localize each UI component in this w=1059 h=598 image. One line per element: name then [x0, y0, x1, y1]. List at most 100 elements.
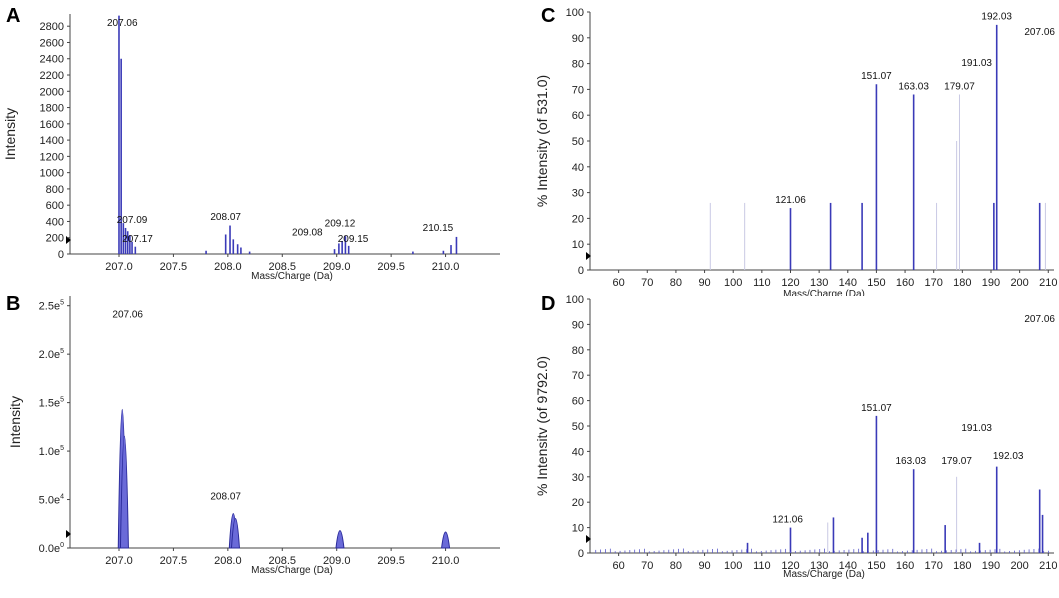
x-tick-label: 210.0	[432, 555, 460, 567]
panel-a: A 0 200 400 600 800 1000 1200 1400 1600 1800 2000 22…	[0, 0, 520, 296]
chart-c: C 0 10 20 30 40 50 60 70 80 90 100 60 70 80 90 100 110 120…	[534, 5, 1057, 300]
y-tick-label: 1000	[40, 168, 64, 180]
peak-label: 208.07	[210, 212, 241, 223]
y-tick-label: 80	[572, 345, 584, 357]
panel-letter: B	[6, 293, 20, 315]
y-tick-label: 80	[572, 59, 584, 71]
x-tick-label: 210.0	[432, 261, 460, 273]
peak-label: 192.03	[993, 451, 1024, 462]
y-tick-label: 2.5e5	[39, 300, 64, 313]
y-tick-label: 200	[46, 233, 64, 245]
x-tick-label: 208.0	[214, 555, 242, 567]
x-tick-label: 207.0	[105, 261, 133, 273]
y-tick-label: 60	[572, 396, 584, 408]
peak-label: 207.06	[1024, 314, 1055, 325]
peak-label: 207.17	[122, 234, 153, 245]
y-tick-label: 2.0e5	[39, 348, 64, 361]
peak-label: 151.07	[861, 71, 892, 82]
y-tick-label: 2200	[40, 70, 64, 82]
y-tick-label: 70	[572, 370, 584, 382]
y-tick-label-base: 1.0e	[39, 446, 60, 458]
y-axis-label: % Intensitv (of 9792.0)	[534, 356, 550, 496]
y-tick-label: 30	[572, 188, 584, 200]
peak-label: 207.06	[112, 309, 143, 320]
y-tick-label: 50	[572, 421, 584, 433]
x-tick-label: 210	[1039, 277, 1057, 289]
peak-label: 207.09	[117, 215, 148, 226]
peak-label: 121.06	[772, 515, 803, 526]
y-tick-label: 1400	[40, 135, 64, 147]
y-axis-label: Intensity	[2, 108, 18, 160]
x-tick-label: 207.5	[160, 261, 188, 273]
spectrum-peak	[119, 435, 129, 549]
x-tick-label: 140	[839, 560, 857, 572]
x-tick-label: 207.0	[105, 555, 133, 567]
x-axis-label: Mass/Charge (Da)	[251, 271, 333, 282]
y-tick-label: 90	[572, 319, 584, 331]
x-tick-label: 60	[613, 277, 625, 289]
x-tick-label: 160	[896, 277, 914, 289]
x-tick-label: 209.0	[323, 261, 351, 273]
y-tick-label: 100	[566, 7, 584, 19]
x-tick-label: 160	[896, 560, 914, 572]
peak-label: 208.07	[210, 492, 241, 503]
y-tick-label-base: 0.0e	[39, 543, 60, 555]
peak-label: 121.06	[775, 195, 806, 206]
peak-label: 209.15	[338, 234, 369, 245]
peak-label: 209.12	[325, 218, 356, 229]
y-tick-label-base: 5.0e	[39, 495, 60, 507]
y-tick-label-exponent: 5	[60, 300, 64, 307]
x-tick-label: 80	[670, 277, 682, 289]
y-tick-label: 20	[572, 497, 584, 509]
y-tick-label: 5.0e4	[39, 494, 64, 507]
x-tick-label: 90	[698, 277, 710, 289]
peak-label: 191.03	[961, 423, 992, 434]
y-tick-label: 10	[572, 239, 584, 251]
x-tick-label: 80	[670, 560, 682, 572]
x-tick-label: 207.5	[160, 555, 188, 567]
y-tick-label: 40	[572, 446, 584, 458]
x-tick-label: 70	[641, 560, 653, 572]
panel-letter: C	[541, 5, 555, 27]
x-tick-label: 120	[781, 560, 799, 572]
y-tick-label: 400	[46, 216, 64, 228]
chart-d: D 0 10 20 30 40 50 60 70 80 90 100 60 70 80 90 100 110 120…	[534, 293, 1057, 580]
y-tick-label: 1.5e5	[39, 397, 64, 410]
peak-label: 151.07	[861, 403, 892, 414]
x-tick-label: 208.0	[214, 261, 242, 273]
panel-letter: D	[541, 293, 555, 315]
y-tick-label: 1200	[40, 151, 64, 163]
x-tick-label: 190	[982, 560, 1000, 572]
x-axis-label: Mass/Charge (Da)	[251, 565, 333, 576]
x-tick-label: 180	[953, 277, 971, 289]
y-tick-label: 50	[572, 136, 584, 148]
peak-label: 192.03	[981, 12, 1012, 23]
y-tick-label-base: 2.0e	[39, 349, 60, 361]
x-tick-label: 100	[724, 560, 742, 572]
peak-label: 191.03	[961, 58, 992, 69]
peak-label: 209.08	[292, 227, 323, 238]
x-tick-label: 170	[925, 277, 943, 289]
x-tick-label: 200	[1010, 277, 1028, 289]
y-tick-label: 2600	[40, 37, 64, 49]
spectrum-peak	[335, 530, 345, 549]
y-tick-label-exponent: 5	[60, 397, 64, 404]
panel-letter: A	[6, 5, 20, 27]
x-tick-label: 130	[810, 277, 828, 289]
x-tick-label: 130	[810, 560, 828, 572]
y-tick-label-exponent: 4	[60, 494, 64, 501]
x-axis-label: Mass/Charge (Da)	[783, 289, 865, 296]
y-tick-label: 0	[58, 249, 64, 261]
y-tick-label-exponent: 5	[60, 445, 64, 452]
y-tick-label: 90	[572, 33, 584, 45]
axis-marker-icon	[586, 252, 591, 260]
peak-label: 207.06	[1024, 27, 1055, 38]
x-tick-label: 209.5	[377, 261, 405, 273]
peak-label: 163.03	[895, 456, 926, 467]
peak-label: 207.06	[107, 18, 138, 29]
spectrum-peak	[230, 517, 241, 549]
y-tick-label: 0.0e0	[39, 542, 64, 555]
x-tick-label: 190	[982, 277, 1000, 289]
y-tick-label: 60	[572, 110, 584, 122]
